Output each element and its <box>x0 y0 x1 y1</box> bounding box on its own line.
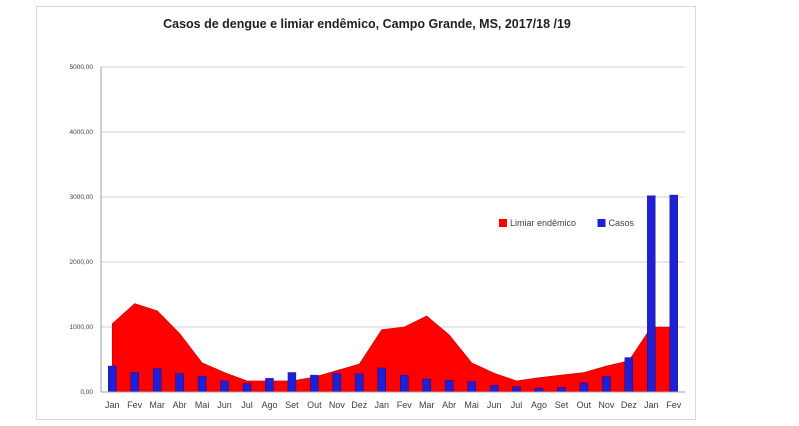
x-tick-label: Dez <box>621 400 638 410</box>
case-bar <box>287 372 297 393</box>
x-axis-ticks: Jan Fev Mar Abr Mai Jun Jul Ago Set Out Nov Dez Jan F… <box>105 400 682 410</box>
y-tick-label: 0,00 <box>80 389 93 396</box>
x-tick-label: Jul <box>511 400 523 410</box>
y-tick-label: 3000,00 <box>70 194 94 201</box>
x-tick-label: Mar <box>149 400 165 410</box>
case-bar <box>422 378 431 393</box>
x-tick-label: Nov <box>329 400 346 410</box>
x-tick-label: Ago <box>531 400 547 410</box>
x-tick-label: Set <box>285 400 299 410</box>
x-tick-label: Mai <box>195 400 210 410</box>
chart-plot: 0,001000,002000,003000,004000,005000,00 … <box>70 64 685 410</box>
cases-bars <box>108 194 678 393</box>
chart-title: Casos de dengue e limiar endêmico, Campo… <box>163 17 571 31</box>
case-bar <box>557 387 566 393</box>
x-tick-label: Jun <box>217 400 232 410</box>
y-tick-label: 4000,00 <box>70 129 94 136</box>
legend-label: Casos <box>609 218 635 228</box>
case-bar <box>444 380 454 393</box>
case-bar <box>534 387 544 393</box>
x-tick-label: Jan <box>644 400 659 410</box>
case-bar <box>669 194 678 393</box>
x-tick-label: Set <box>555 400 569 410</box>
legend-label: Limiar endêmico <box>510 218 576 228</box>
x-tick-label: Jul <box>241 400 253 410</box>
case-bar <box>152 368 162 393</box>
chart-frame: Casos de dengue e limiar endêmico, Campo… <box>36 6 696 420</box>
case-bar <box>647 195 656 393</box>
axes <box>100 67 685 393</box>
case-bar <box>579 382 589 393</box>
x-tick-label: Jan <box>105 400 120 410</box>
threshold-area <box>111 303 675 393</box>
legend-swatch <box>499 219 507 227</box>
x-tick-label: Jan <box>375 400 390 410</box>
case-bar <box>242 383 252 393</box>
x-tick-label: Abr <box>173 400 187 410</box>
x-tick-label: Fev <box>397 400 413 410</box>
y-tick-label: 1000,00 <box>70 324 94 331</box>
case-bar <box>400 374 409 393</box>
case-bar <box>467 381 476 393</box>
x-tick-label: Mai <box>464 400 479 410</box>
x-tick-label: Nov <box>598 400 615 410</box>
x-tick-label: Jun <box>487 400 502 410</box>
case-bar <box>624 357 634 393</box>
case-bar <box>602 376 611 393</box>
case-bar <box>265 378 274 393</box>
x-tick-label: Dez <box>351 400 368 410</box>
y-tick-label: 5000,00 <box>70 64 94 71</box>
case-bar <box>377 367 386 393</box>
x-tick-label: Abr <box>442 400 456 410</box>
x-tick-label: Out <box>307 400 322 410</box>
x-tick-label: Out <box>577 400 592 410</box>
y-tick-label: 2000,00 <box>70 259 94 266</box>
y-axis-ticks: 0,00 1000,00 2000,00 3000,00 4000,00 5000,00 <box>70 64 94 396</box>
case-bar <box>175 373 184 393</box>
x-tick-label: Ago <box>261 400 277 410</box>
legend: Limiar endêmico Casos <box>499 218 635 228</box>
case-bar <box>512 386 521 393</box>
threshold-area-shape <box>111 303 675 393</box>
case-bar <box>197 376 207 393</box>
grid-lines <box>101 66 685 328</box>
legend-swatch <box>597 219 606 227</box>
x-tick-label: Mar <box>419 400 435 410</box>
case-bar <box>332 372 342 393</box>
x-tick-label: Fev <box>127 400 143 410</box>
case-bar <box>310 374 319 393</box>
case-bar <box>220 380 229 393</box>
case-bar <box>489 385 499 393</box>
case-bar <box>355 373 364 393</box>
case-bar <box>108 365 117 393</box>
case-bar <box>130 372 139 393</box>
x-tick-label: Fev <box>666 400 682 410</box>
